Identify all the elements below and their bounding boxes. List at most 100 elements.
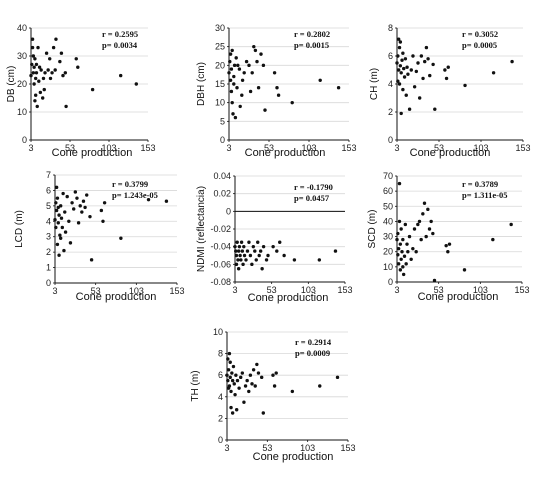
data-point xyxy=(76,221,81,225)
p-value-label: p= 0.0457 xyxy=(294,193,330,203)
data-point xyxy=(263,108,267,112)
x-tick-label: 3 xyxy=(28,143,33,153)
data-point xyxy=(399,71,403,75)
data-point xyxy=(401,265,405,269)
y-tick-label: -0.02 xyxy=(210,224,231,234)
data-point xyxy=(89,258,94,262)
data-point xyxy=(252,44,256,49)
data-point xyxy=(431,62,435,67)
x-tick-label: 153 xyxy=(514,285,529,295)
data-point xyxy=(271,373,275,377)
data-point xyxy=(395,61,399,65)
x-tick-label: 53 xyxy=(267,285,277,295)
data-point xyxy=(258,249,263,253)
data-point xyxy=(48,76,53,81)
y-axis-label: SCD (m) xyxy=(367,210,378,249)
data-point xyxy=(398,242,403,246)
data-point xyxy=(491,237,495,242)
y-tick-label: 2 xyxy=(388,107,393,117)
data-point xyxy=(403,222,408,227)
r-value-label: r = 0.3789 xyxy=(462,179,498,189)
data-point xyxy=(101,219,105,223)
y-tick-label: 10 xyxy=(383,262,393,272)
data-point xyxy=(29,73,33,78)
data-point xyxy=(399,111,403,116)
data-point xyxy=(164,199,169,203)
data-point xyxy=(234,253,239,258)
data-point xyxy=(261,63,266,68)
x-tick-label: 3 xyxy=(226,143,231,153)
data-point xyxy=(57,213,61,217)
y-tick-label: 0.02 xyxy=(213,189,231,199)
data-point xyxy=(34,71,39,75)
y-axis-label: DB (cm) xyxy=(6,66,17,103)
y-tick-label: 5 xyxy=(220,116,225,126)
data-point xyxy=(72,207,76,211)
data-point xyxy=(61,191,65,196)
data-point xyxy=(37,79,41,83)
y-tick-label: -0.04 xyxy=(210,242,231,252)
data-point xyxy=(243,384,248,388)
data-point xyxy=(230,378,235,383)
data-point xyxy=(32,82,36,86)
data-point xyxy=(253,249,257,253)
data-point xyxy=(229,67,234,71)
data-point xyxy=(38,90,43,95)
chart-panel: 0 10 20 30 40 50 60 70 3 53 103 153 Cone production S… xyxy=(367,171,530,303)
r-value-label: r = 0.3052 xyxy=(462,29,498,39)
y-tick-label: -0.08 xyxy=(210,277,231,287)
data-point xyxy=(44,51,49,55)
data-point xyxy=(491,71,496,75)
data-point xyxy=(256,86,261,90)
y-tick-label: 25 xyxy=(215,42,225,52)
x-axis-label: Cone production xyxy=(253,451,334,463)
data-point xyxy=(407,234,412,239)
data-point xyxy=(43,71,47,75)
data-point xyxy=(424,45,429,50)
data-point xyxy=(317,258,322,262)
chart-panel: 0 5 10 15 20 25 30 3 53 103 153 Cone production DBH … xyxy=(196,23,357,159)
data-point xyxy=(56,205,60,210)
y-tick-label: -0.06 xyxy=(210,259,231,269)
data-point xyxy=(233,244,237,249)
data-point xyxy=(463,83,467,88)
data-point xyxy=(226,368,231,372)
p-value-label: p= 0.0015 xyxy=(294,40,329,50)
data-point xyxy=(245,249,250,253)
data-point xyxy=(240,78,245,82)
x-tick-label: 153 xyxy=(140,143,155,153)
y-tick-label: 20 xyxy=(383,247,393,257)
data-point xyxy=(396,231,400,236)
data-point xyxy=(54,225,58,230)
data-point xyxy=(401,51,405,55)
data-point xyxy=(250,71,254,75)
data-point xyxy=(228,59,232,64)
data-point xyxy=(400,250,404,254)
y-tick-label: 40 xyxy=(383,216,393,226)
data-point xyxy=(229,389,233,394)
x-tick-label: 3 xyxy=(394,285,399,295)
data-point xyxy=(272,384,277,388)
data-point xyxy=(248,253,253,258)
data-point xyxy=(228,78,233,82)
data-point xyxy=(63,71,68,75)
data-point xyxy=(398,268,403,272)
data-point xyxy=(396,246,401,251)
data-point xyxy=(232,63,237,68)
data-point xyxy=(257,253,261,258)
data-point xyxy=(58,236,63,240)
data-point xyxy=(226,357,230,361)
data-point xyxy=(416,61,420,65)
data-point xyxy=(238,104,242,109)
data-point xyxy=(58,233,62,237)
chart-panel: 0 2 4 6 8 3 53 103 153 Cone production CH (m) r = 0… xyxy=(369,23,531,159)
data-point xyxy=(239,258,243,262)
data-point xyxy=(250,382,254,386)
data-point xyxy=(261,244,266,249)
data-point xyxy=(429,219,433,224)
data-point xyxy=(54,201,58,205)
data-point xyxy=(59,216,64,220)
y-tick-label: 3 xyxy=(46,232,51,242)
data-point xyxy=(462,268,467,272)
data-point xyxy=(64,104,68,109)
